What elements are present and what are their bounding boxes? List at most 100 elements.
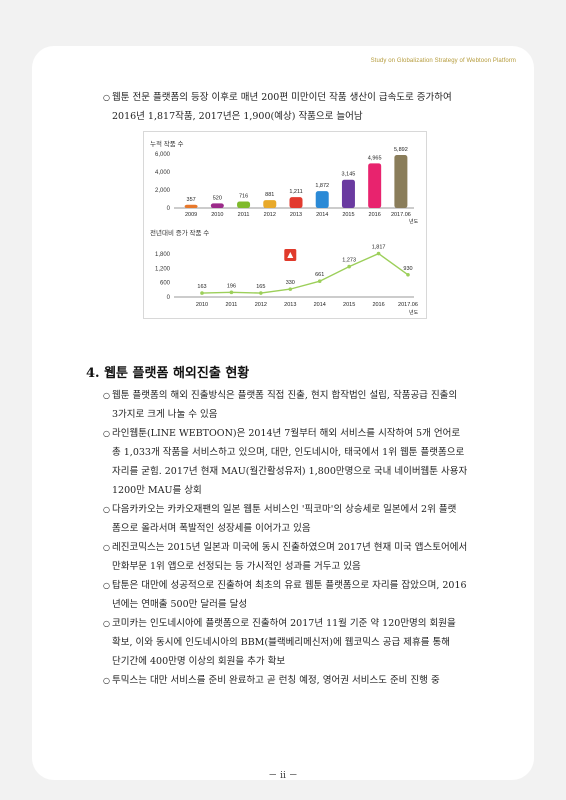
bar-2009 bbox=[184, 204, 198, 208]
intro-line: 2016년 1,817작품, 2017년은 1,900(예상) 작품으로 늘어남 bbox=[112, 111, 363, 122]
list-item: ○ 다음카카오는 카카오재팬의 일본 웹툰 서비스인 '픽코마'의 상승세로 일본… bbox=[103, 500, 467, 538]
list-item: ○ 탑툰은 대만에 성공적으로 진출하여 최초의 유료 웹툰 플랫폼으로 자리를 … bbox=[103, 576, 467, 614]
chart-canvas: 누적 작품 수 6,000 4,000 2,000 0 357 2009 520 2010 716… bbox=[150, 139, 419, 316]
list-item-line: 확보, 이와 동시에 인도네시아의 BBM(블랙베리메신저)에 웹코믹스 공급 … bbox=[112, 637, 450, 648]
list-item-line: 3가지로 크게 나눌 수 있음 bbox=[112, 409, 218, 420]
data-label: 5,892 bbox=[394, 147, 408, 153]
list-item-line: 단기간에 400만명 이상의 회원을 추가 확보 bbox=[112, 656, 286, 667]
x-tick-label: 2011 bbox=[226, 302, 238, 308]
list-item-text: 다음카카오는 카카오재팬의 일본 웹툰 서비스인 '픽코마'의 상승세로 일본에… bbox=[112, 504, 457, 515]
x-tick-label: 2017.06 bbox=[398, 302, 418, 308]
webtoon-growth-figure: 누적 작품 수 6,000 4,000 2,000 0 357 2009 520 2010 716… bbox=[143, 131, 427, 319]
yearly-increase-line-chart: 전년대비 증가 작품 수 1,800 1,200 600 0 163 2010 196 2011… bbox=[150, 228, 419, 316]
list-item-text: 탑툰은 대만에 성공적으로 진출하여 최초의 유료 웹툰 플랫폼으로 자리를 잡… bbox=[112, 580, 467, 591]
data-point-2016 bbox=[376, 251, 381, 256]
x-unit-label: 년도 bbox=[409, 218, 419, 225]
data-point-2013 bbox=[288, 287, 293, 291]
data-label: 881 bbox=[265, 192, 274, 198]
series-line bbox=[201, 252, 409, 294]
intro-line: ○ 웹툰 전문 플랫폼의 등장 이후로 매년 200편 미만이던 작품 생산이 급… bbox=[103, 88, 452, 107]
bar-2016 bbox=[368, 163, 382, 208]
x-tick-label: 2012 bbox=[264, 212, 276, 218]
list-item-line: ○ 코미카는 인도네시아에 플랫폼으로 진출하여 2017년 11월 기준 약 1… bbox=[103, 614, 467, 633]
y-tick-label: 1,200 bbox=[155, 266, 171, 272]
page-number: － ii － bbox=[268, 771, 298, 781]
y-tick-label: 600 bbox=[160, 281, 171, 287]
data-point-2011 bbox=[229, 290, 234, 295]
bar-2014 bbox=[315, 191, 329, 208]
data-point-2012 bbox=[259, 291, 263, 295]
y-tick-label: 1,800 bbox=[155, 252, 171, 258]
y-tick-label: 6,000 bbox=[155, 152, 171, 158]
data-label: 196 bbox=[227, 283, 236, 289]
x-unit-label: 년도 bbox=[409, 309, 419, 316]
x-tick-label: 2017.06 bbox=[391, 212, 411, 218]
webtoon-badge-icon bbox=[284, 249, 297, 261]
list-item-line: 폼으로 올라서며 폭발적인 성장세를 이어가고 있음 bbox=[112, 523, 311, 534]
list-item-line: ○ 탑툰은 대만에 성공적으로 진출하여 최초의 유료 웹툰 플랫폼으로 자리를 … bbox=[103, 576, 467, 595]
data-label: 716 bbox=[239, 194, 248, 200]
section-title: 4. 웹툰 플랫폼 해외진출 현황 bbox=[86, 366, 250, 381]
bullet-icon: ○ bbox=[103, 429, 110, 438]
chart-title: 전년대비 증가 작품 수 bbox=[150, 228, 209, 237]
data-point-2015 bbox=[347, 264, 351, 269]
body-bullet-list: ○ 웹툰 플랫폼의 해외 진출방식은 플랫폼 직접 진출, 현지 합작법인 설립,… bbox=[103, 386, 467, 690]
bar-2015 bbox=[341, 179, 355, 208]
list-item-line: ○ 다음카카오는 카카오재팬의 일본 웹툰 서비스인 '픽코마'의 상승세로 일본… bbox=[103, 500, 467, 519]
intro-text: 웹툰 전문 플랫폼의 등장 이후로 매년 200편 미만이던 작품 생산이 급속… bbox=[112, 92, 452, 103]
data-point-2014 bbox=[317, 279, 322, 284]
list-item-line: ○ 레진코믹스는 2015년 일본과 미국에 동시 진출하였으며 2017년 현재… bbox=[103, 538, 467, 557]
list-item-text: 웹툰 플랫폼의 해외 진출방식은 플랫폼 직접 진출, 현지 합작법인 설립, … bbox=[112, 390, 458, 401]
x-tick-label: 2013 bbox=[284, 302, 296, 308]
data-label: 330 bbox=[286, 280, 295, 286]
list-item-line: ○ 투믹스는 대만 서비스를 준비 완료하고 곧 런칭 예정, 영어권 서비스도 … bbox=[103, 671, 467, 690]
intro-paragraph: ○ 웹툰 전문 플랫폼의 등장 이후로 매년 200편 미만이던 작품 생산이 급… bbox=[103, 88, 452, 126]
data-label: 520 bbox=[213, 195, 222, 201]
running-header: Study on Globalization Strategy of Webto… bbox=[370, 58, 516, 64]
y-tick-label: 0 bbox=[167, 295, 171, 301]
chart-title: 누적 작품 수 bbox=[150, 139, 184, 148]
cumulative-works-bar-chart: 누적 작품 수 6,000 4,000 2,000 0 357 2009 520 2010 716… bbox=[150, 139, 419, 225]
bar-2011 bbox=[237, 201, 251, 208]
data-label: 661 bbox=[315, 272, 324, 278]
bar-2012 bbox=[263, 200, 277, 208]
list-item: ○ 레진코믹스는 2015년 일본과 미국에 동시 진출하였으며 2017년 현재… bbox=[103, 538, 467, 576]
data-point-2010 bbox=[200, 291, 204, 295]
data-label: 1,817 bbox=[372, 245, 386, 251]
bullet-icon: ○ bbox=[103, 505, 110, 514]
list-item-text: 라인웹툰(LINE WEBTOON)은 2014년 7월부터 해외 서비스를 시… bbox=[112, 428, 461, 439]
bullet-icon: ○ bbox=[103, 93, 110, 102]
bar-2013 bbox=[289, 197, 303, 208]
y-tick-label: 0 bbox=[167, 206, 171, 212]
data-label: 930 bbox=[403, 266, 412, 272]
list-item-line: 자리를 굳힘. 2017년 현재 MAU(월간활성유저) 1,800만명으로 국… bbox=[112, 466, 468, 477]
data-label: 163 bbox=[197, 284, 206, 290]
list-item-line: 년에는 연매출 500만 달러를 달성 bbox=[112, 599, 248, 610]
bullet-icon: ○ bbox=[103, 619, 110, 628]
list-item-line: ○ 웹툰 플랫폼의 해외 진출방식은 플랫폼 직접 진출, 현지 합작법인 설립,… bbox=[103, 386, 467, 405]
x-tick-label: 2009 bbox=[185, 212, 197, 218]
list-item-text: 코미카는 인도네시아에 플랫폼으로 진출하여 2017년 11월 기준 약 12… bbox=[112, 618, 456, 629]
x-tick-label: 2015 bbox=[343, 302, 355, 308]
list-item: ○ 라인웹툰(LINE WEBTOON)은 2014년 7월부터 해외 서비스를 … bbox=[103, 424, 467, 500]
x-tick-label: 2016 bbox=[369, 212, 381, 218]
x-tick-label: 2012 bbox=[255, 302, 267, 308]
list-item-line: 만화부문 1위 앱으로 선정되는 등 가시적인 성과를 거두고 있음 bbox=[112, 561, 361, 572]
bullet-icon: ○ bbox=[103, 543, 110, 552]
list-item-line: 총 1,033개 작품을 서비스하고 있으며, 대만, 인도네시아, 태국에서 … bbox=[112, 447, 465, 458]
data-label: 1,872 bbox=[315, 183, 329, 189]
bullet-icon: ○ bbox=[103, 676, 110, 685]
badge-glyph bbox=[287, 252, 294, 258]
list-item: ○ 코미카는 인도네시아에 플랫폼으로 진출하여 2017년 11월 기준 약 1… bbox=[103, 614, 467, 671]
data-point-2017.06 bbox=[406, 272, 410, 277]
x-tick-label: 2013 bbox=[290, 212, 302, 218]
x-tick-label: 2015 bbox=[342, 212, 354, 218]
data-label: 357 bbox=[187, 197, 196, 203]
data-label: 4,965 bbox=[368, 155, 382, 161]
y-tick-label: 2,000 bbox=[155, 188, 171, 194]
list-item-line: ○ 라인웹툰(LINE WEBTOON)은 2014년 7월부터 해외 서비스를 … bbox=[103, 424, 467, 443]
list-item-text: 레진코믹스는 2015년 일본과 미국에 동시 진출하였으며 2017년 현재 … bbox=[112, 542, 468, 553]
list-item-line: 1200만 MAU를 상회 bbox=[112, 485, 202, 496]
list-item: ○ 웹툰 플랫폼의 해외 진출방식은 플랫폼 직접 진출, 현지 합작법인 설립,… bbox=[103, 386, 467, 424]
list-item-text: 투믹스는 대만 서비스를 준비 완료하고 곧 런칭 예정, 영어권 서비스도 준… bbox=[112, 675, 440, 686]
